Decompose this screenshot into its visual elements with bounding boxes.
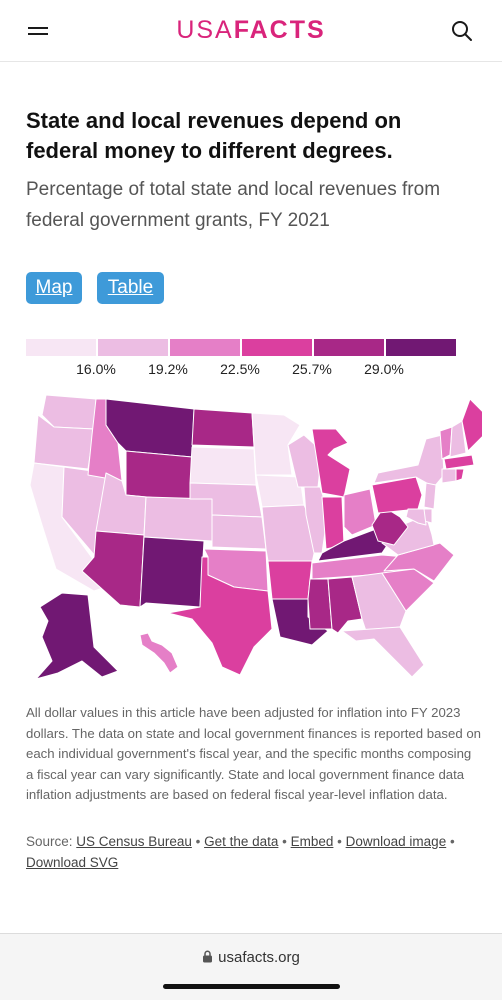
state-ma[interactable] (443, 454, 475, 470)
lock-icon (203, 950, 213, 963)
legend-swatch (242, 339, 312, 356)
us-choropleth-map (29, 394, 482, 680)
get-the-data-link[interactable]: Get the data (204, 834, 279, 849)
state-nm[interactable] (139, 536, 205, 608)
site-header: USAFACTS (0, 0, 502, 62)
legend-swatch (386, 339, 456, 356)
url-text: usafacts.org (218, 949, 300, 966)
state-md[interactable] (405, 508, 427, 526)
legend-swatch (98, 339, 168, 356)
state-wy[interactable] (125, 450, 193, 502)
legend-swatch (170, 339, 240, 356)
state-mi[interactable] (311, 428, 351, 498)
map-legend (26, 339, 458, 357)
usafacts-logo[interactable]: USAFACTS (176, 16, 326, 44)
table-view-button[interactable]: Table (97, 272, 164, 304)
separator: • (191, 834, 205, 849)
home-indicator[interactable] (163, 984, 340, 989)
state-hi[interactable] (139, 632, 179, 674)
embed-link[interactable]: Embed (290, 834, 334, 849)
state-nh[interactable] (449, 420, 467, 458)
state-ar[interactable] (267, 560, 313, 600)
download-image-link[interactable]: Download image (345, 834, 447, 849)
map-view-button[interactable]: Map (26, 272, 82, 304)
download-svg-link[interactable]: Download SVG (26, 855, 119, 870)
state-oh[interactable] (343, 488, 377, 536)
legend-tick-label: 22.5% (220, 361, 260, 377)
legend-tick-label: 16.0% (76, 361, 116, 377)
search-icon[interactable] (450, 19, 474, 43)
legend-swatch (314, 339, 384, 356)
chart-title: State and local revenues depend on feder… (26, 108, 402, 163)
state-sc[interactable] (381, 568, 435, 612)
chart-subtitle: Percentage of total state and local reve… (26, 179, 441, 231)
state-sd[interactable] (189, 446, 257, 486)
separator: • (333, 834, 346, 849)
state-ks[interactable] (211, 514, 267, 550)
state-me[interactable] (461, 398, 482, 452)
state-nd[interactable] (191, 408, 255, 448)
browser-url-bar[interactable]: usafacts.org (0, 933, 502, 1000)
state-tx[interactable] (167, 556, 273, 676)
state-co[interactable] (143, 496, 213, 542)
separator: • (446, 834, 455, 849)
source-line: Source: US Census Bureau • Get the data … (26, 831, 482, 873)
state-ms[interactable] (307, 578, 333, 630)
inflation-note: All dollar values in this article have b… (26, 705, 482, 802)
legend-tick-label: 29.0% (364, 361, 404, 377)
legend-tick-label: 19.2% (148, 361, 188, 377)
state-in[interactable] (321, 496, 345, 550)
separator: • (278, 834, 291, 849)
state-fl[interactable] (341, 626, 425, 678)
us-census-bureau-link[interactable]: US Census Bureau (76, 834, 192, 849)
legend-tick-label: 25.7% (292, 361, 332, 377)
state-ct[interactable] (441, 468, 457, 484)
state-ri[interactable] (455, 468, 465, 482)
legend-swatch (26, 339, 96, 356)
state-ak[interactable] (35, 592, 119, 680)
hamburger-menu-icon[interactable] (28, 22, 50, 40)
url-display[interactable]: usafacts.org (0, 949, 502, 966)
state-mt[interactable] (105, 398, 195, 458)
state-nc[interactable] (383, 542, 455, 582)
state-nj[interactable] (423, 482, 437, 510)
source-prefix: Source: (26, 834, 77, 849)
